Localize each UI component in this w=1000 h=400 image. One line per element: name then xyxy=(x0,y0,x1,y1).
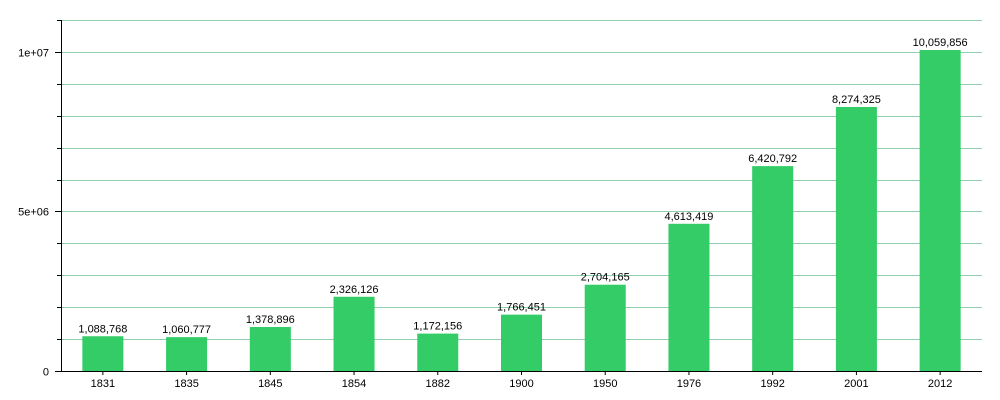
data-label: 2,326,126 xyxy=(330,284,379,296)
bar xyxy=(249,327,291,371)
gridlines xyxy=(61,20,982,340)
bar xyxy=(835,106,877,371)
axes: 1831 1835 1845 1854 1882 1900 1950 1976 1992 2001… xyxy=(18,20,982,390)
bar xyxy=(752,166,794,371)
bar xyxy=(417,333,459,371)
y-tick-label: 0 xyxy=(43,367,49,379)
data-label: 10,059,856 xyxy=(913,37,968,49)
data-label: 4,613,419 xyxy=(664,211,713,223)
bar xyxy=(584,284,626,371)
bar xyxy=(166,337,208,371)
x-tick-label: 1976 xyxy=(677,378,701,390)
x-tick-label: 1950 xyxy=(593,378,617,390)
x-tick-label: 1835 xyxy=(174,378,198,390)
x-tick-label: 1882 xyxy=(426,378,450,390)
x-tick-label: 1992 xyxy=(760,378,784,390)
data-label: 2,704,165 xyxy=(581,272,630,284)
y-tick-label: 1e+07 xyxy=(18,48,49,60)
data-label: 1,088,768 xyxy=(78,323,127,335)
x-tick-label: 1854 xyxy=(342,378,366,390)
data-labels: 1,088,768 1,060,777 1,378,896 2,326,126 1,17… xyxy=(78,37,967,336)
bar xyxy=(82,336,124,371)
y-tick-label: 5e+06 xyxy=(18,207,49,219)
bar xyxy=(919,49,961,371)
data-label: 1,378,896 xyxy=(246,314,295,326)
x-tick-label: 1831 xyxy=(91,378,115,390)
data-label: 1,172,156 xyxy=(413,321,462,333)
bar xyxy=(500,314,543,371)
x-tick-label: 2001 xyxy=(844,378,868,390)
bars xyxy=(82,49,961,371)
data-label: 6,420,792 xyxy=(748,153,797,165)
bar xyxy=(333,296,375,371)
data-label: 1,766,451 xyxy=(497,302,546,314)
bar xyxy=(668,223,710,371)
x-tick-label: 1900 xyxy=(509,378,533,390)
x-tick-label: 2012 xyxy=(928,378,952,390)
x-tick-label: 1845 xyxy=(258,378,282,390)
data-label: 8,274,325 xyxy=(832,94,881,106)
data-label: 1,060,777 xyxy=(162,324,211,336)
